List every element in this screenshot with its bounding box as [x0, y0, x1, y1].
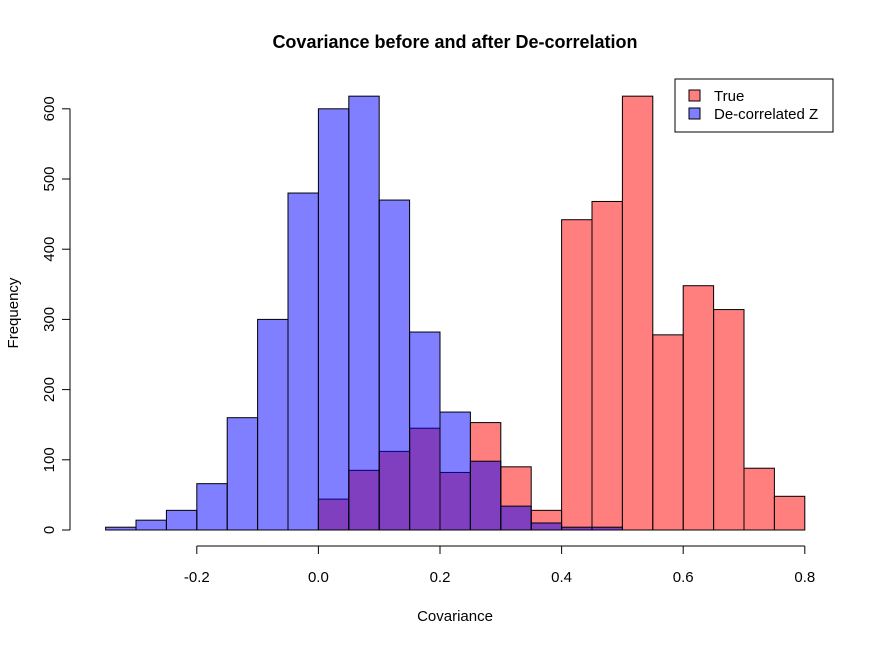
decorrelated-bar-9 [378, 199, 411, 531]
x-tick-label: 0.8 [794, 569, 815, 586]
x-tick-label: 0.6 [673, 569, 694, 586]
legend-swatch [688, 107, 701, 120]
true-bar-10 [621, 95, 654, 531]
legend-box [674, 78, 834, 133]
legend-label: De-correlated Z [714, 106, 818, 123]
legend-label: True [714, 88, 744, 105]
decorrelated-bar-12 [469, 460, 502, 531]
decorrelated-bar-10 [409, 331, 441, 531]
decorrelated-bar-2 [165, 509, 198, 531]
true-bar-11 [652, 334, 684, 531]
x-tick-label: 0.4 [551, 569, 572, 586]
legend-swatch [688, 89, 701, 102]
bars-layer [105, 95, 806, 531]
decorrelated-bar-0 [105, 526, 137, 531]
true-bar-8 [561, 219, 593, 531]
y-tick-label: 100 [41, 447, 58, 472]
true-bar-13 [713, 309, 745, 531]
decorrelated-bar-3 [196, 483, 228, 531]
x-tick-label: -0.2 [184, 569, 210, 586]
y-tick-label: 0 [41, 526, 58, 534]
x-axis: -0.2 0.0 0.2 0.4 0.6 0.8 [184, 545, 815, 586]
x-tick-label: 0.0 [308, 569, 329, 586]
true-bar-9 [591, 200, 623, 531]
true-bar-12 [682, 285, 715, 531]
decorrelated-bar-1 [135, 519, 167, 531]
x-tick-label: 0.2 [430, 569, 451, 586]
y-axis-label: Frequency [5, 277, 22, 348]
decorrelated-bar-15 [561, 526, 593, 531]
y-tick-label: 200 [41, 377, 58, 402]
true-bar-15 [773, 495, 806, 531]
y-tick-label: 300 [41, 307, 58, 332]
chart-title: Covariance before and after De-correlati… [272, 32, 637, 52]
y-tick-label: 600 [41, 96, 58, 121]
y-tick-label: 400 [41, 237, 58, 262]
decorrelated-bar-11 [439, 411, 471, 531]
decorrelated-bar-4 [226, 417, 259, 531]
decorrelated-bar-5 [257, 318, 289, 531]
decorrelated-bar-6 [287, 192, 319, 531]
decorrelated-bar-7 [317, 108, 350, 531]
decorrelated-bar-16 [591, 526, 623, 531]
x-axis-label: Covariance [417, 608, 493, 625]
y-tick-label: 500 [41, 166, 58, 191]
decorrelated-bar-8 [348, 95, 380, 531]
decorrelated-bar-14 [530, 522, 563, 531]
y-axis: 0 100 200 300 400 500 600 [41, 96, 71, 534]
true-bar-14 [743, 467, 775, 531]
decorrelated-bar-13 [500, 505, 532, 531]
